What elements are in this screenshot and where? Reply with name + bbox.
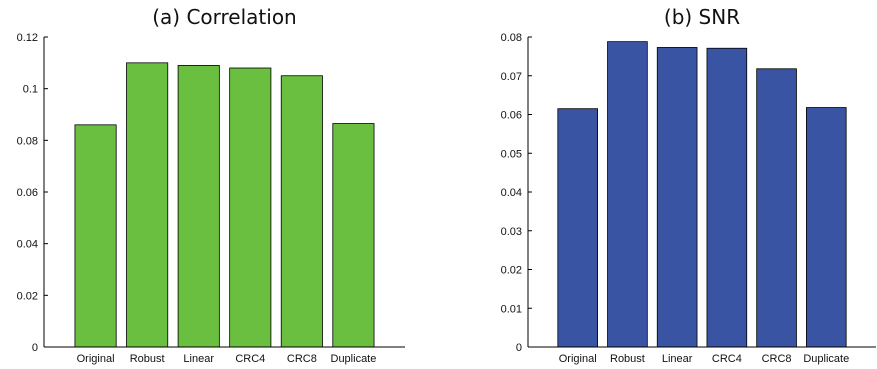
y-tick-label: 0.04 [501, 187, 522, 199]
bar-original [557, 108, 599, 348]
chart-title: (a) Correlation [152, 5, 297, 29]
y-tick-label: 0.02 [501, 265, 522, 277]
y-tick-label: 0.08 [17, 135, 38, 147]
y-tick-label: 0.02 [17, 290, 38, 302]
x-tick-label: CRC4 [235, 353, 265, 365]
y-tick-label: 0.04 [17, 239, 38, 251]
bar-original [74, 124, 117, 348]
bar-crc8 [280, 75, 323, 348]
chart-panel-correlation: (a) Correlation Original Robust Linear CRC4 C… [17, 5, 405, 365]
bar-robust [126, 62, 169, 348]
y-tick-label: 0.06 [501, 110, 522, 122]
y-tick-label: 0 [32, 342, 38, 354]
bar-duplicate [332, 123, 375, 348]
bar-linear [656, 47, 698, 348]
bar-crc4 [229, 67, 272, 348]
chart-title: (b) SNR [664, 5, 740, 29]
x-tick-label: CRC8 [762, 353, 792, 365]
x-tick-label: Robust [610, 353, 645, 365]
x-tick-label: Duplicate [803, 353, 849, 365]
x-tick-label: Linear [662, 353, 693, 365]
bar-linear [177, 65, 220, 348]
chart-panel-snr: (b) SNR Original Robust Linear CRC4 CRC8 Dupli… [501, 5, 876, 365]
y-tick-label: 0 [516, 342, 522, 354]
y-tick-label: 0.06 [17, 187, 38, 199]
x-tick-label: Duplicate [331, 353, 377, 365]
y-tick-label: 0.05 [501, 148, 522, 160]
y-tick-label: 0.12 [17, 32, 38, 44]
y-tick-label: 0.08 [501, 32, 522, 44]
y-tick-label: 0.1 [23, 84, 38, 96]
bar-robust [607, 41, 648, 348]
y-tick-label: 0.03 [501, 226, 522, 238]
bar-crc4 [706, 47, 748, 348]
y-tick-label: 0.01 [501, 303, 522, 315]
x-tick-label: CRC4 [712, 353, 742, 365]
x-tick-label: CRC8 [287, 353, 317, 365]
x-tick-label: Original [559, 353, 597, 365]
y-tick-label: 0.07 [501, 71, 522, 83]
bar-duplicate [806, 107, 847, 348]
x-tick-label: Linear [183, 353, 214, 365]
bar-crc8 [756, 68, 797, 348]
x-tick-label: Original [77, 353, 115, 365]
x-tick-label: Robust [130, 353, 165, 365]
